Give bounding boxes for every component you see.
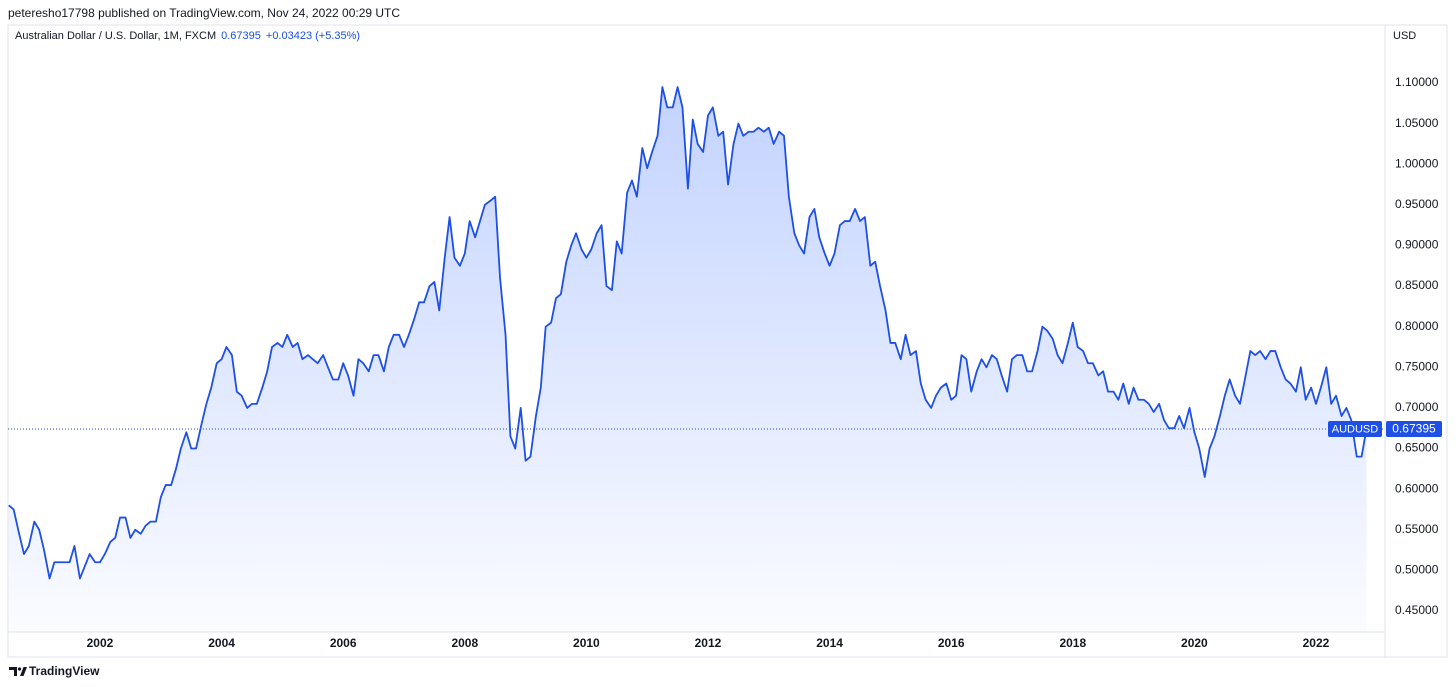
attribution: peteresho17798 published on TradingView.… [8,6,401,20]
symbol-title: Australian Dollar / U.S. Dollar, 1M, FXC… [15,30,217,42]
x-tick-label: 2012 [695,636,722,650]
y-tick-label: 0.45000 [1395,603,1439,617]
logo-mark [20,667,27,676]
y-tick-label: 0.50000 [1395,563,1439,577]
x-tick-label: 2016 [938,636,965,650]
x-tick-label: 2008 [451,636,478,650]
y-tick-label: 0.65000 [1395,441,1439,455]
x-tick-label: 2020 [1181,636,1208,650]
price-axis-unit: USD [1393,30,1416,42]
y-tick-label: 1.10000 [1395,75,1439,89]
symbol-tag-label: AUDUSD [1332,423,1379,435]
x-tick-label: 2004 [208,636,235,650]
x-tick-label: 2010 [573,636,600,650]
y-tick-label: 1.05000 [1395,116,1439,130]
y-tick-label: 0.60000 [1395,481,1439,495]
y-tick-label: 0.55000 [1395,522,1439,536]
logo-mark [9,667,17,676]
y-tick-label: 0.95000 [1395,197,1439,211]
y-tick-label: 0.90000 [1395,238,1439,252]
legend-change: +0.03423 (+5.35%) [265,30,361,42]
x-tick-label: 2018 [1059,636,1086,650]
x-tick-label: 2002 [87,636,114,650]
legend: Australian Dollar / U.S. Dollar, 1M, FXC… [15,30,360,42]
x-tick-label: 2014 [816,636,843,650]
chart-frame [7,24,1448,658]
brand: TradingView [29,664,100,678]
legend-last-value: 0.67395 [221,30,261,42]
price-tag [1386,421,1442,438]
logo-mark [17,667,22,671]
y-tick-label: 0.75000 [1395,359,1439,373]
area-fill [8,87,1367,632]
logo [9,667,27,676]
price-tag-label: 0.67395 [1392,422,1436,436]
y-tick-label: 0.70000 [1395,400,1439,414]
symbol-tag [1328,421,1382,438]
y-tick-label: 0.80000 [1395,319,1439,333]
price-line [8,86,1368,580]
y-tick-label: 0.85000 [1395,278,1439,292]
x-tick-label: 2022 [1303,636,1330,650]
y-tick-label: 1.00000 [1395,156,1439,170]
x-tick-label: 2006 [330,636,357,650]
